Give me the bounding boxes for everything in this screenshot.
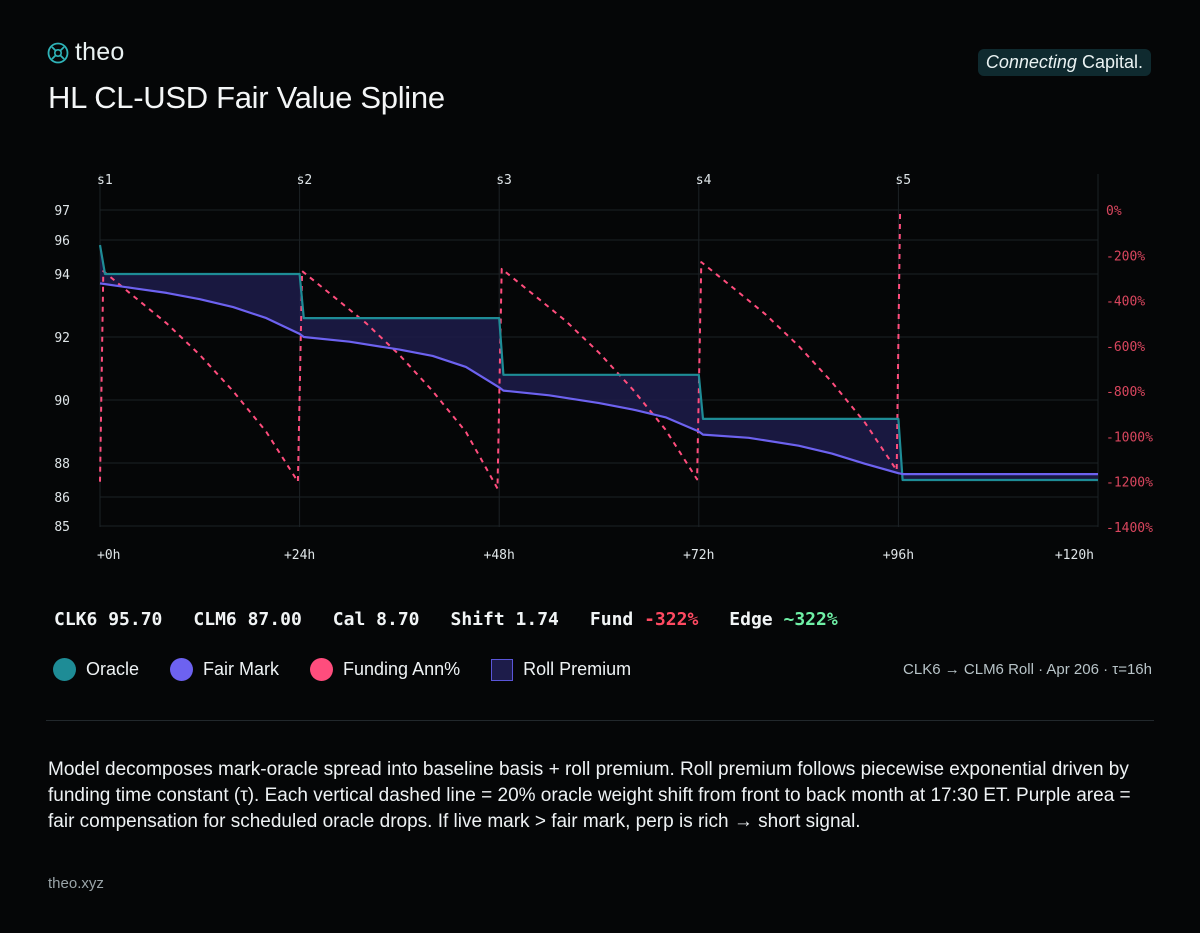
legend-label: Funding Ann% xyxy=(343,659,461,679)
tagline-rest: Capital. xyxy=(1081,52,1143,72)
legend-label: Fair Mark xyxy=(203,659,280,679)
model-description: Model decomposes mark-oracle spread into… xyxy=(48,759,1131,832)
shift-marker-label: s4 xyxy=(696,173,712,188)
stat-fund: Fund -322% xyxy=(590,609,698,630)
legend-item-funding-ann: Funding Ann% xyxy=(310,658,460,681)
footer-url: theo.xyz xyxy=(48,875,104,892)
stat-value: -322% xyxy=(644,609,699,630)
y2-tick-label: -400% xyxy=(1106,295,1145,310)
stat-edge: Edge ~322% xyxy=(729,609,837,630)
roll-meta: CLK6 → CLM6 Roll · Apr 206 · τ=16h xyxy=(903,661,1152,678)
chart-legend: Oracle Fair Mark Funding Ann% Roll Premium xyxy=(53,658,662,681)
roll-premium-area xyxy=(100,245,1098,480)
y2-tick-label: -1000% xyxy=(1106,430,1153,445)
stat-label: Cal xyxy=(332,609,366,630)
x-tick-label: +48h xyxy=(484,548,515,563)
oracle-line xyxy=(98,244,1098,482)
stat-clm6: CLM6 87.00 xyxy=(193,609,301,630)
stat-label: Fund xyxy=(589,609,634,630)
shift-marker-label: s2 xyxy=(297,173,313,188)
stat-label: CLM6 xyxy=(193,609,237,630)
stat-shift: Shift 1.74 xyxy=(451,609,559,630)
shift-marker-label: s5 xyxy=(895,173,911,188)
y2-tick-label: -600% xyxy=(1106,340,1145,355)
y-tick-label: 92 xyxy=(54,331,70,346)
x-tick-label: +0h xyxy=(97,548,120,563)
legend-item-oracle: Oracle xyxy=(53,658,139,681)
stat-label: Shift xyxy=(450,609,505,630)
stats-bar: CLK6 95.70 CLM6 87.00 Cal 8.70 Shift 1.74 Fu… xyxy=(54,609,869,630)
stat-value: 8.70 xyxy=(376,609,420,630)
y2-tick-label: -200% xyxy=(1106,249,1145,264)
legend-swatch xyxy=(310,658,334,681)
funding-ann-line xyxy=(99,209,902,490)
shift-marker-label: s1 xyxy=(97,173,113,188)
divider xyxy=(46,720,1154,721)
y-tick-label: 97 xyxy=(54,204,70,219)
stat-value: 1.74 xyxy=(515,609,559,630)
legend-label: Roll Premium xyxy=(523,659,632,679)
y2-tick-label: -800% xyxy=(1106,385,1145,400)
y-tick-label: 94 xyxy=(54,268,70,283)
y2-tick-label: -1400% xyxy=(1106,521,1153,536)
stat-label: Edge xyxy=(729,609,773,630)
theo-logo-icon xyxy=(47,42,69,63)
page-title: HL CL-USD Fair Value Spline xyxy=(48,80,445,115)
brand-name: theo xyxy=(75,38,125,66)
fair-mark-line xyxy=(99,282,1098,476)
stat-cal: Cal 8.70 xyxy=(333,609,420,630)
y-tick-label: 88 xyxy=(54,457,70,472)
x-tick-label: +72h xyxy=(683,548,714,563)
legend-swatch xyxy=(170,658,194,681)
stat-value: 87.00 xyxy=(247,609,302,630)
tagline: Connecting Capital. xyxy=(977,49,1151,76)
legend-label: Oracle xyxy=(86,659,140,679)
fair-value-chart: 85 86 88 90 92 94 96 97 0% -200% -400% -600% -800% -1… xyxy=(54,173,1153,563)
x-tick-label: +24h xyxy=(284,548,315,563)
legend-swatch xyxy=(491,658,514,681)
legend-item-roll-premium: Roll Premium xyxy=(491,658,632,681)
stat-label: CLK6 xyxy=(54,609,98,630)
x-tick-label: +96h xyxy=(883,548,914,563)
y2-tick-label: -1200% xyxy=(1106,476,1153,491)
shift-marker-label: s3 xyxy=(496,173,512,188)
legend-swatch xyxy=(53,658,76,681)
legend-item-fair-mark: Fair Mark xyxy=(170,658,279,681)
stat-value: ~322% xyxy=(783,609,838,630)
tagline-italic: Connecting xyxy=(985,52,1077,72)
y-tick-label: 96 xyxy=(54,234,70,249)
y2-tick-label: 0% xyxy=(1106,204,1122,219)
y-tick-label: 86 xyxy=(54,491,70,506)
brand: theo xyxy=(47,38,124,67)
y-tick-label: 85 xyxy=(54,520,70,535)
stat-clk6: CLK6 95.70 xyxy=(54,609,162,630)
y-tick-label: 90 xyxy=(54,394,70,409)
x-tick-label: +120h xyxy=(1055,548,1094,563)
stat-value: 95.70 xyxy=(108,609,163,630)
